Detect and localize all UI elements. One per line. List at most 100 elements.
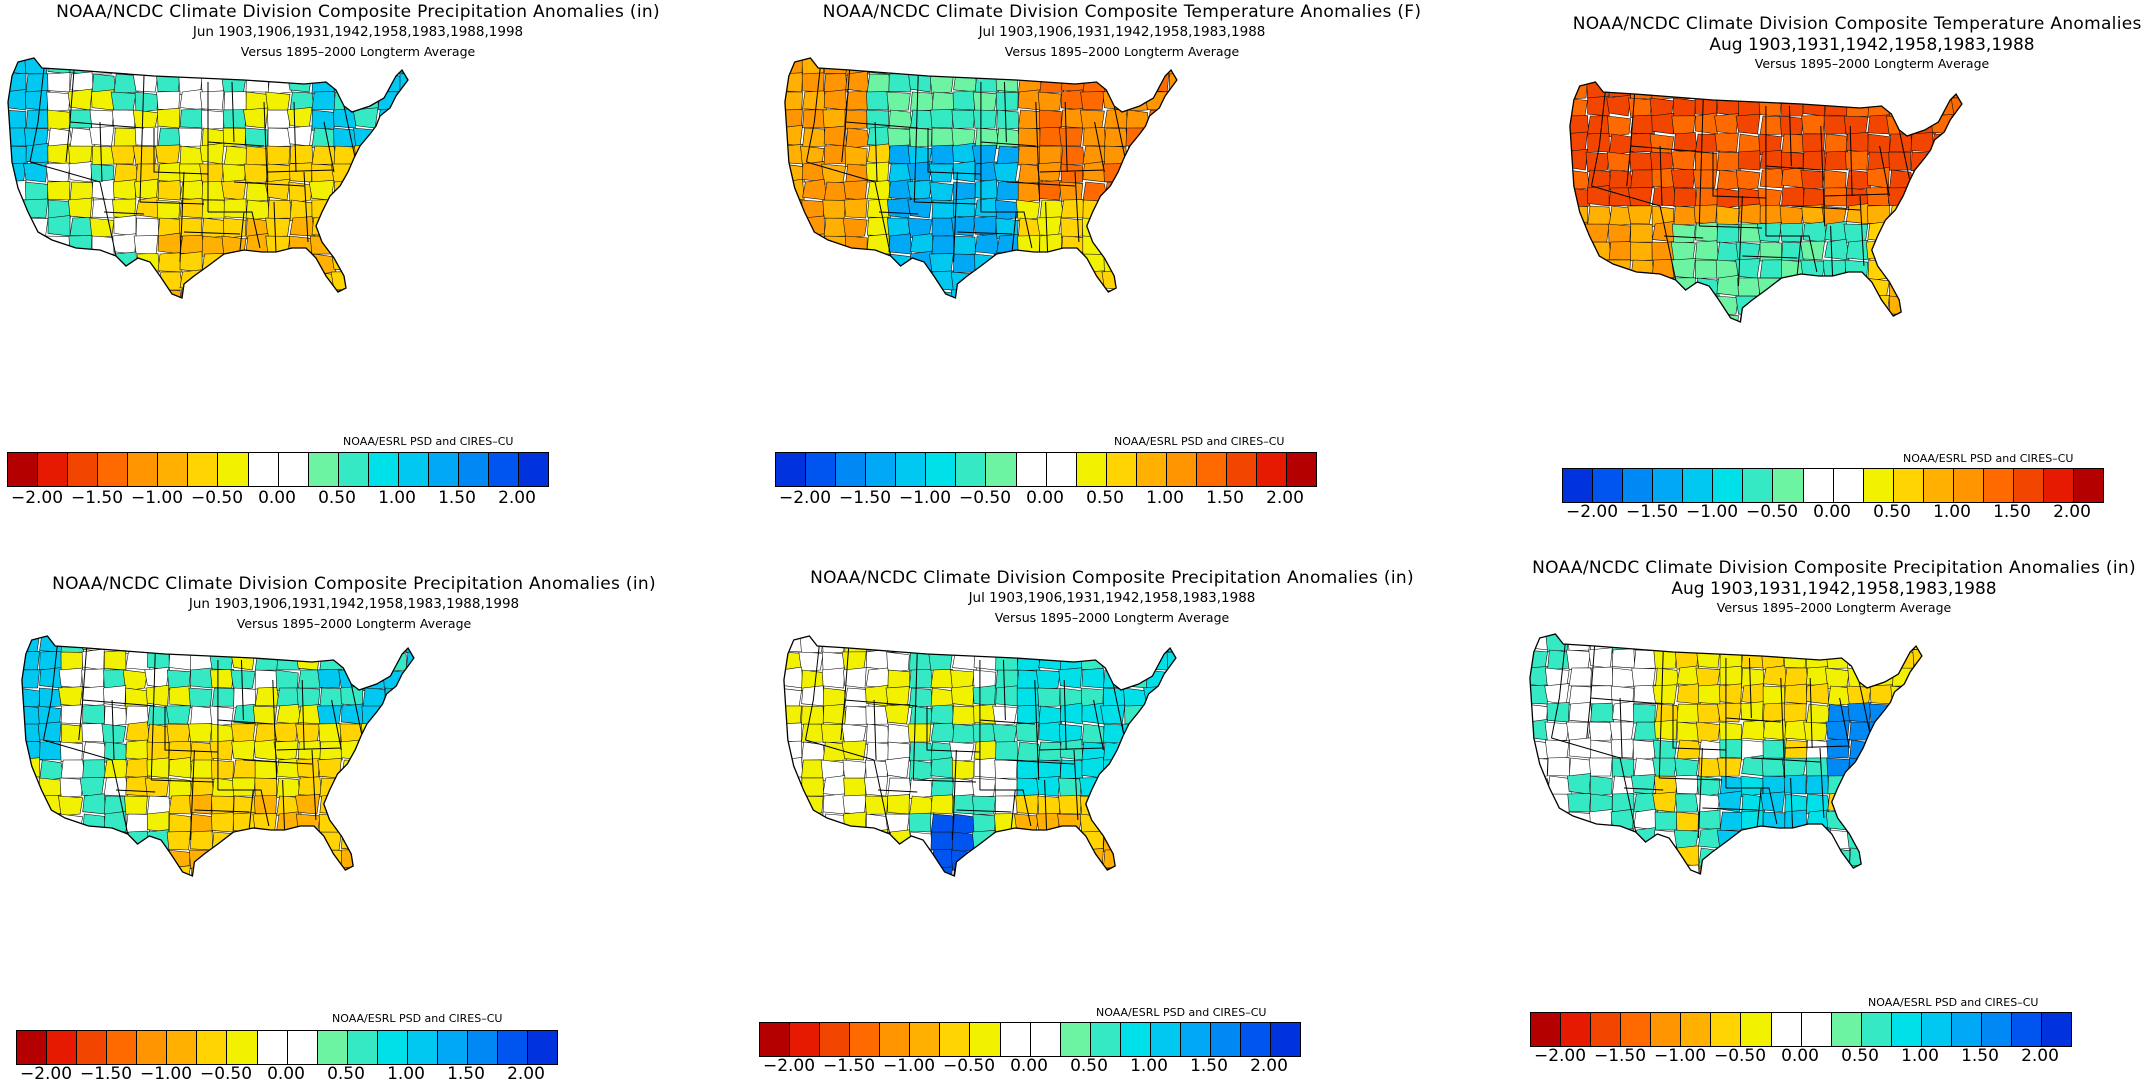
climate-division <box>1168 127 1177 149</box>
climate-division <box>1889 313 1912 322</box>
climate-division <box>1611 863 1636 874</box>
climate-division <box>929 636 953 653</box>
climate-division <box>230 649 256 671</box>
color-scale-swatch <box>1016 453 1047 486</box>
climate-division <box>1757 295 1782 317</box>
climate-division <box>399 145 408 165</box>
color-scale-swatch <box>2012 1013 2043 1046</box>
climate-division <box>783 866 802 876</box>
climate-division <box>866 253 890 274</box>
climate-division <box>822 793 846 815</box>
color-scale-swatch <box>227 1031 258 1064</box>
climate-division <box>1805 739 1830 760</box>
climate-division <box>309 235 335 255</box>
color-scale-tick-label: 0.00 <box>1813 502 1851 522</box>
climate-division <box>1529 634 1550 651</box>
state-boundary <box>1725 717 1781 723</box>
climate-division <box>1166 651 1176 674</box>
color-scale-swatch <box>1891 1013 1922 1046</box>
climate-division <box>1144 287 1170 298</box>
color-scale-tick-label: −1.00 <box>1685 502 1739 522</box>
climate-division <box>1698 865 1722 874</box>
climate-division <box>996 271 1019 291</box>
climate-division <box>1784 829 1808 849</box>
color-scale-swatch <box>806 453 837 486</box>
climate-division <box>1082 161 1107 183</box>
color-scale-swatch <box>1531 1013 1562 1046</box>
climate-division <box>1145 849 1169 870</box>
climate-division <box>403 757 414 779</box>
climate-division <box>1122 723 1147 744</box>
climate-division <box>1546 811 1570 832</box>
state-boundary <box>311 749 317 821</box>
climate-division <box>784 178 805 201</box>
panel-months: Jun 1903,1906,1931,1942,1958,1983,1988,1… <box>188 596 520 612</box>
climate-division <box>1121 777 1147 797</box>
color-scale-swatch <box>1076 453 1107 486</box>
climate-division <box>974 127 999 149</box>
climate-division <box>1569 277 1588 299</box>
climate-division <box>124 795 148 815</box>
state-boundary <box>1093 699 1104 751</box>
climate-division <box>377 58 401 76</box>
state-boundary <box>1748 657 1752 719</box>
climate-division <box>1566 649 1592 670</box>
climate-division <box>1585 277 1610 297</box>
climate-division <box>1015 271 1041 291</box>
climate-division <box>179 108 204 129</box>
climate-division <box>1101 289 1127 298</box>
climate-division <box>1060 71 1085 93</box>
climate-division <box>1737 277 1761 297</box>
climate-division <box>931 217 955 237</box>
climate-division <box>25 73 51 93</box>
color-scale-swatch <box>1653 469 1684 502</box>
climate-division <box>952 649 978 671</box>
climate-division <box>110 91 137 112</box>
climate-division <box>1039 58 1063 75</box>
state-boundary <box>913 75 919 203</box>
map-panel-jun-precip: NOAA/NCDC Climate Division Composite Pre… <box>0 0 716 544</box>
climate-division <box>103 759 129 779</box>
climate-division <box>843 777 867 797</box>
climate-division <box>341 703 364 725</box>
climate-division <box>784 289 803 298</box>
state-boundary <box>914 201 978 205</box>
climate-division <box>233 759 258 779</box>
climate-division <box>60 741 83 762</box>
climate-division <box>821 289 847 298</box>
climate-division <box>1168 217 1177 238</box>
climate-division <box>125 830 151 851</box>
climate-division <box>144 666 170 689</box>
panel-title: NOAA/NCDC Climate Division Composite Pre… <box>1532 558 2136 578</box>
color-scale-tick-label: −2.00 <box>1533 1046 1587 1066</box>
climate-division <box>802 127 827 148</box>
climate-division <box>909 651 933 672</box>
climate-division <box>267 109 291 129</box>
climate-division <box>1103 759 1126 779</box>
climate-division <box>1932 294 1955 315</box>
color-scale-tick-label: 2.00 <box>1250 1056 1288 1076</box>
climate-division <box>1759 259 1785 279</box>
climate-division <box>802 90 827 111</box>
climate-division <box>1016 867 1042 876</box>
climate-division <box>845 271 869 292</box>
climate-division <box>907 179 933 201</box>
climate-division <box>1544 739 1570 760</box>
state-boundary <box>956 809 1012 813</box>
state-boundary <box>82 699 156 707</box>
climate-division <box>783 705 802 725</box>
climate-division <box>168 636 193 653</box>
color-scale-swatch <box>1801 1013 1832 1046</box>
climate-division <box>333 91 358 113</box>
climate-division <box>82 849 105 872</box>
climate-division <box>1870 775 1895 796</box>
state-boundary <box>912 653 918 781</box>
state-boundary <box>1697 747 1703 839</box>
climate-division <box>1101 777 1126 799</box>
climate-division <box>267 199 292 219</box>
climate-division <box>1654 719 1678 741</box>
climate-division <box>1567 793 1592 813</box>
climate-division <box>179 234 206 255</box>
climate-division <box>252 705 278 726</box>
climate-division <box>1783 774 1807 795</box>
